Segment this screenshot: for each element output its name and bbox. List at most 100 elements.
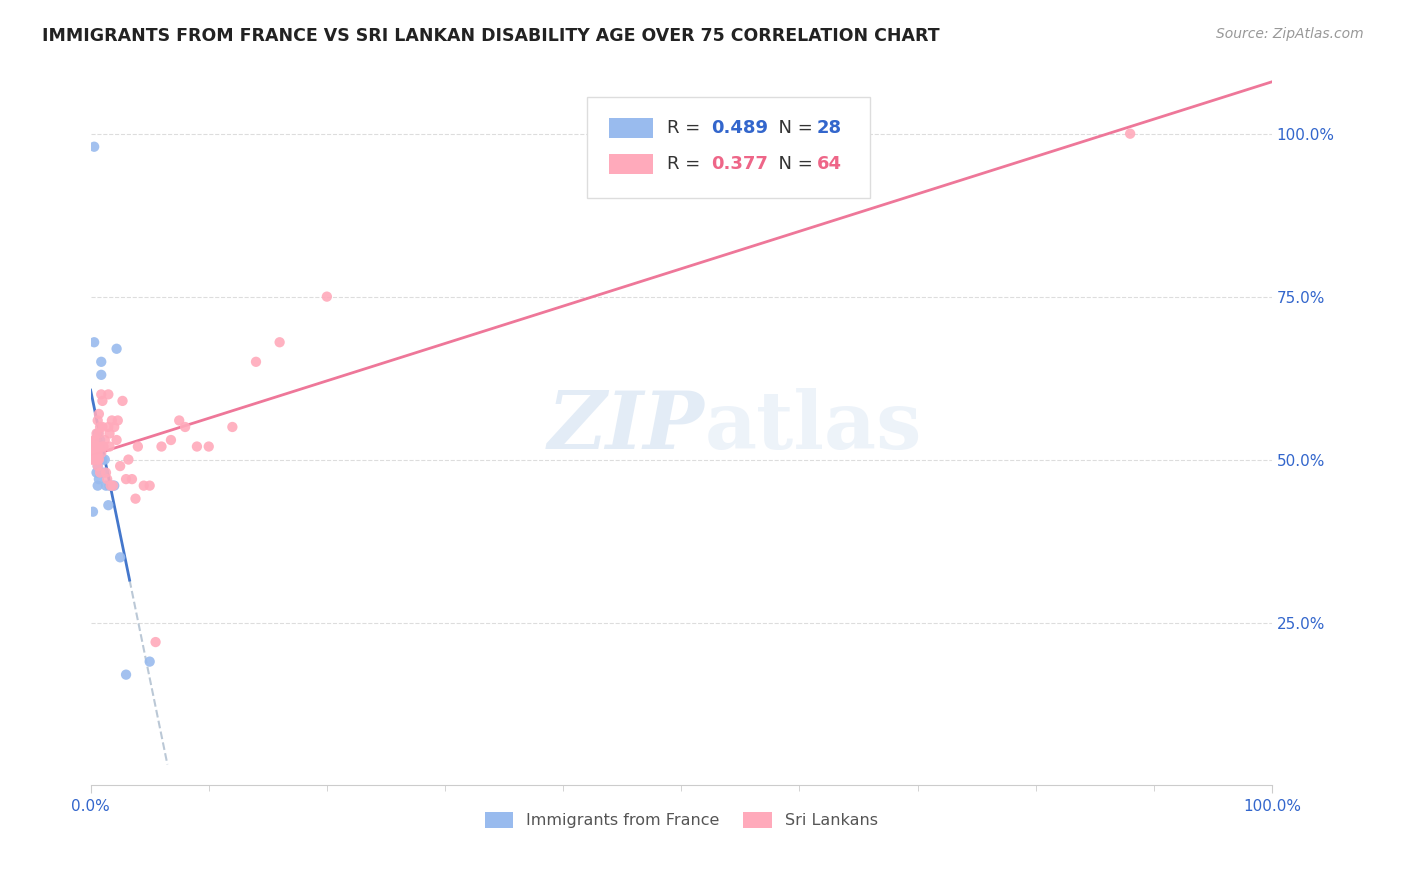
Point (105, 433, 128, 447)
Point (86, 426, 108, 441)
Point (86, 459, 108, 474)
Point (221, 420, 243, 434)
Point (97, 498, 120, 512)
Point (115, 667, 138, 681)
Point (86, 413, 108, 427)
Text: atlas: atlas (704, 388, 922, 466)
Text: 0.377: 0.377 (711, 155, 768, 173)
Text: 28: 28 (817, 119, 842, 137)
Point (87, 472, 110, 486)
Point (97, 387, 120, 401)
Point (90, 368, 112, 382)
Point (93, 466, 115, 480)
Point (80, 446, 103, 460)
Point (108, 550, 131, 565)
Text: Source: ZipAtlas.com: Source: ZipAtlas.com (1216, 27, 1364, 41)
Point (86, 426, 108, 441)
Point (86, 466, 108, 480)
Point (101, 413, 124, 427)
Point (138, 655, 160, 669)
Point (90, 387, 112, 401)
Point (83, 440, 105, 454)
Text: N =: N = (768, 119, 818, 137)
Point (91, 440, 114, 454)
FancyBboxPatch shape (586, 97, 870, 197)
FancyBboxPatch shape (609, 119, 652, 137)
Point (90, 355, 112, 369)
Point (138, 478, 160, 492)
Text: IMMIGRANTS FROM FRANCE VS SRI LANKAN DISABILITY AGE OVER 75 CORRELATION CHART: IMMIGRANTS FROM FRANCE VS SRI LANKAN DIS… (42, 27, 939, 45)
Point (91, 452, 114, 467)
Point (103, 420, 125, 434)
Point (89, 466, 111, 480)
Point (145, 635, 167, 649)
Point (84, 433, 107, 447)
Point (83, 139, 105, 153)
Point (86, 446, 108, 460)
Point (91, 440, 114, 454)
Point (117, 452, 139, 467)
Point (108, 459, 131, 474)
Point (96, 472, 118, 486)
Point (90, 446, 112, 460)
Text: R =: R = (666, 155, 706, 173)
Point (93, 440, 115, 454)
Point (86, 452, 108, 467)
Point (150, 440, 173, 454)
Point (87, 407, 110, 421)
FancyBboxPatch shape (609, 154, 652, 174)
Point (82, 505, 104, 519)
Point (86, 440, 108, 454)
Point (86, 446, 108, 460)
Point (98, 478, 121, 492)
Point (86, 452, 108, 467)
Point (87, 452, 110, 467)
Point (89, 433, 111, 447)
Point (84, 440, 107, 454)
Point (103, 478, 125, 492)
Point (94, 433, 117, 447)
Legend: Immigrants from France, Sri Lankans: Immigrants from France, Sri Lankans (478, 805, 884, 835)
Point (160, 433, 183, 447)
Point (101, 478, 124, 492)
Point (105, 342, 128, 356)
Point (98, 426, 121, 441)
Point (269, 335, 291, 350)
Point (197, 440, 219, 454)
Point (82, 452, 104, 467)
Point (107, 413, 129, 427)
Point (94, 466, 117, 480)
Point (86, 440, 108, 454)
Point (86, 459, 108, 474)
Point (97, 420, 120, 434)
Point (127, 440, 149, 454)
Point (89, 420, 111, 434)
Point (84, 446, 107, 460)
Point (83, 433, 105, 447)
Text: R =: R = (666, 119, 706, 137)
Point (111, 393, 134, 408)
Point (80, 452, 103, 467)
Point (83, 452, 105, 467)
Point (94, 478, 117, 492)
Point (115, 472, 138, 486)
Point (87, 426, 110, 441)
Point (101, 478, 124, 492)
Text: ZIP: ZIP (548, 388, 704, 466)
Point (91, 420, 114, 434)
Point (89, 466, 111, 480)
Text: 64: 64 (817, 155, 842, 173)
Point (98, 440, 121, 454)
Point (94, 452, 117, 467)
Point (245, 355, 267, 369)
Point (83, 335, 105, 350)
Point (86, 478, 108, 492)
Point (83, 446, 105, 460)
Point (82, 446, 104, 460)
Point (174, 420, 197, 434)
Point (186, 440, 208, 454)
Point (315, 290, 337, 304)
Point (1119, 127, 1142, 141)
Point (91, 393, 114, 408)
Point (84, 452, 107, 467)
